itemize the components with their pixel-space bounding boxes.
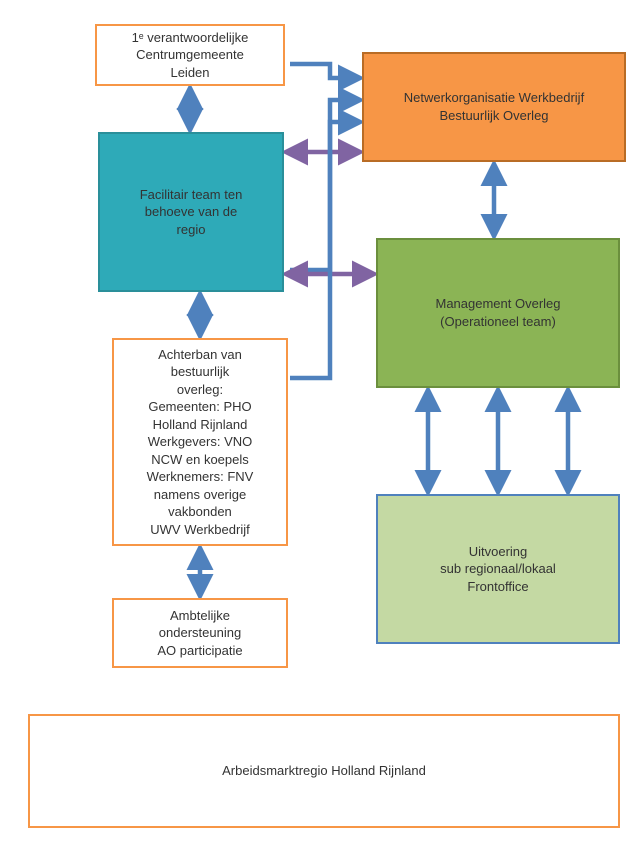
node-label: Achterban van bestuurlijk overleg: Gemee…: [147, 346, 254, 539]
node-netwerkorganisatie: Netwerkorganisatie Werkbedrijf Bestuurli…: [362, 52, 626, 162]
node-label: Ambtelijke ondersteuning AO participatie: [157, 607, 242, 660]
node-centrumgemeente: 1ᵉ verantwoordelijke Centrumgemeente Lei…: [95, 24, 285, 86]
node-uitvoering: Uitvoering sub regionaal/lokaal Frontoff…: [376, 494, 620, 644]
node-label: Management Overleg (Operationeel team): [435, 295, 560, 330]
node-label: Arbeidsmarktregio Holland Rijnland: [222, 762, 426, 780]
node-facilitair-team: Facilitair team ten behoeve van de regio: [98, 132, 284, 292]
node-management-overleg: Management Overleg (Operationeel team): [376, 238, 620, 388]
connector-a4: [290, 100, 356, 270]
node-footer: Arbeidsmarktregio Holland Rijnland: [28, 714, 620, 828]
node-achterban: Achterban van bestuurlijk overleg: Gemee…: [112, 338, 288, 546]
diagram-canvas: { "diagram": { "type": "flowchart", "can…: [0, 0, 642, 853]
node-label: Facilitair team ten behoeve van de regio: [140, 186, 243, 239]
node-label: 1ᵉ verantwoordelijke Centrumgemeente Lei…: [132, 29, 249, 82]
node-label: Uitvoering sub regionaal/lokaal Frontoff…: [440, 543, 556, 596]
node-ambtelijke: Ambtelijke ondersteuning AO participatie: [112, 598, 288, 668]
connector-a2: [290, 64, 356, 78]
connector-a7: [290, 122, 356, 378]
node-label: Netwerkorganisatie Werkbedrijf Bestuurli…: [404, 89, 584, 124]
